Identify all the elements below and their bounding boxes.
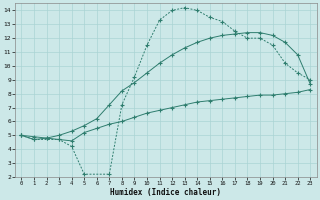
X-axis label: Humidex (Indice chaleur): Humidex (Indice chaleur) bbox=[110, 188, 221, 197]
